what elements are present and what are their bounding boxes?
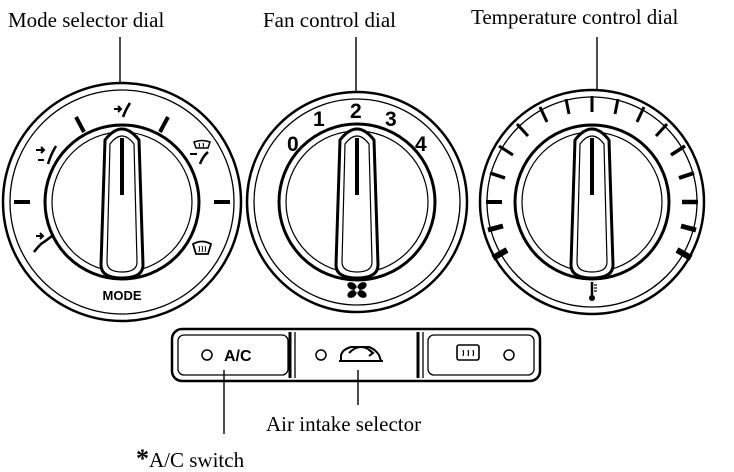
fan-icon xyxy=(347,282,367,298)
fan-control-label: Fan control dial xyxy=(263,8,396,32)
fan-knob[interactable] xyxy=(334,127,380,280)
mode-selector-dial[interactable]: MODE xyxy=(1,81,243,323)
mode-caption: MODE xyxy=(103,288,142,303)
ac-switch-asterisk: * xyxy=(136,444,149,472)
floor-icon xyxy=(33,232,53,253)
floor-defrost-icon xyxy=(190,139,211,165)
temperature-knob[interactable] xyxy=(569,127,615,280)
ac-button[interactable]: A/C xyxy=(201,348,252,365)
temp-tick-marks xyxy=(486,96,698,261)
button-panel xyxy=(170,327,542,383)
vent-face-icon xyxy=(114,102,132,118)
temperature-control-dial[interactable] xyxy=(478,88,706,316)
air-intake-indicator-light xyxy=(315,349,327,361)
air-intake-label: Air intake selector xyxy=(266,412,421,436)
ac-button-label: A/C xyxy=(224,348,252,365)
recirculation-car-icon xyxy=(339,346,383,362)
defrost-icon xyxy=(191,240,213,255)
bilevel-icon xyxy=(36,145,58,165)
rear-defroster-indicator-light xyxy=(503,349,515,361)
fan-control-dial[interactable]: 0 1 2 3 4 xyxy=(245,90,469,314)
ac-indicator-light xyxy=(201,349,213,361)
thermometer-icon xyxy=(589,282,597,301)
mode-knob[interactable] xyxy=(99,127,145,280)
rear-defroster-button[interactable] xyxy=(456,344,515,361)
ac-switch-text: A/C switch xyxy=(149,448,245,472)
temperature-control-label: Temperature control dial xyxy=(471,5,678,29)
fan-speed-0: 0 xyxy=(287,133,299,156)
fan-speed-4: 4 xyxy=(415,133,427,156)
fan-speed-2: 2 xyxy=(350,100,362,123)
rear-defroster-icon xyxy=(456,344,480,361)
mode-tick-marks xyxy=(14,116,230,204)
mode-selector-label: Mode selector dial xyxy=(8,8,164,32)
ac-switch-label: *A/C switch xyxy=(136,444,245,472)
fan-speed-1: 1 xyxy=(313,108,325,131)
air-intake-button[interactable] xyxy=(315,346,383,362)
fan-speed-3: 3 xyxy=(385,108,397,131)
